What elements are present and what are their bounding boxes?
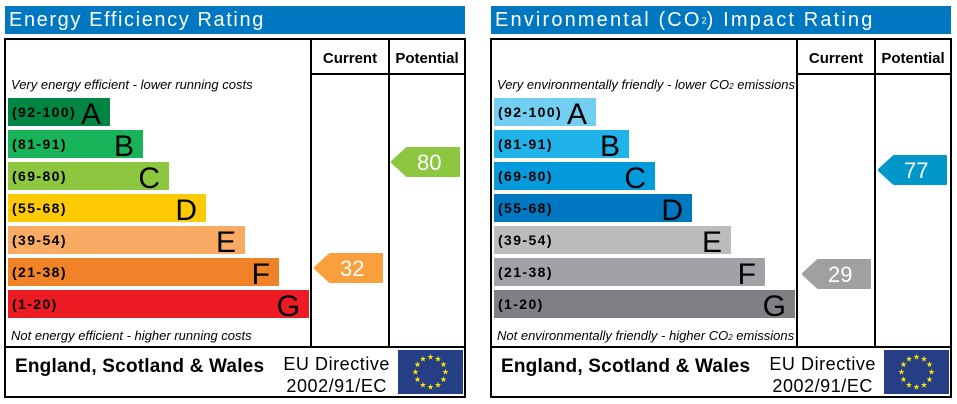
svg-text:77: 77 xyxy=(903,158,927,183)
svg-text:80: 80 xyxy=(417,150,441,175)
svg-text:29: 29 xyxy=(827,261,851,286)
svg-text:32: 32 xyxy=(340,256,364,281)
